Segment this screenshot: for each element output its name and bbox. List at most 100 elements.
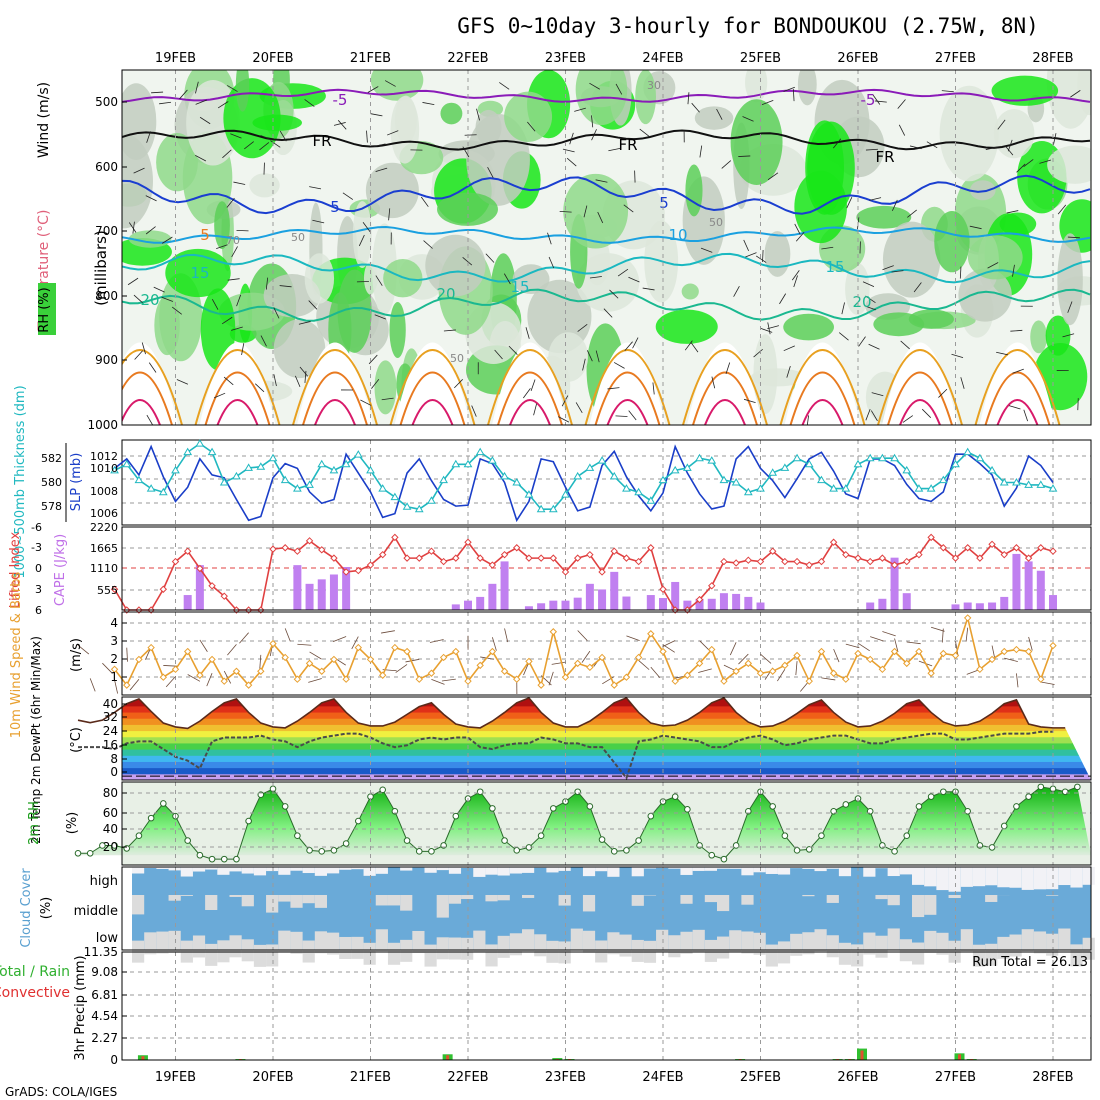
high-cloud-gap xyxy=(607,867,620,877)
wind-barb xyxy=(652,382,655,395)
middle-cloud-gap xyxy=(912,895,925,918)
wind-barb xyxy=(254,383,265,393)
surface-wind-barb xyxy=(523,662,530,676)
wind-speed-point xyxy=(854,649,862,658)
wind-speed-line xyxy=(113,614,1054,688)
surface-wind-barb xyxy=(638,660,650,670)
wind-barb xyxy=(711,376,716,389)
lifted-index-point xyxy=(305,537,314,545)
low-cloud-gap xyxy=(851,944,864,967)
rh-point xyxy=(793,847,801,854)
thickness-point xyxy=(500,471,509,480)
low-cloud-gap xyxy=(741,931,754,954)
low-cloud-gap xyxy=(144,932,157,955)
thickness-point xyxy=(561,490,570,498)
low-cloud-gap xyxy=(826,935,839,958)
thickness-point xyxy=(475,447,485,456)
date-label: 23FEB xyxy=(545,1070,586,1085)
thickness-point xyxy=(658,475,668,484)
contour-label: 30 xyxy=(647,79,661,92)
low-cloud-gap xyxy=(461,937,474,960)
wind-barb xyxy=(132,221,135,234)
rh-point xyxy=(318,848,326,855)
wind-barb xyxy=(527,121,536,132)
wind-speed-point xyxy=(805,677,813,685)
lifted-index-point xyxy=(866,557,874,566)
lifted-index-point xyxy=(220,592,228,600)
wind-barb xyxy=(865,295,876,303)
rh-point xyxy=(355,817,362,825)
wind-barb xyxy=(462,256,473,266)
cape-bar xyxy=(524,606,533,610)
lifted-index-point xyxy=(878,554,887,562)
high-cloud-gap xyxy=(375,867,388,874)
y-tick-label: 500 xyxy=(95,95,118,109)
rh-area xyxy=(783,313,834,341)
y-tick-label: 40 xyxy=(103,822,118,836)
wind-barb xyxy=(684,340,693,351)
thickness-point xyxy=(244,463,253,471)
wind-barb xyxy=(371,378,380,389)
middle-cloud-gap xyxy=(314,895,327,908)
lifted-index-point xyxy=(110,585,119,593)
high-cloud-gap xyxy=(631,867,644,877)
wind-barb xyxy=(985,146,998,150)
rh-point xyxy=(428,848,435,855)
low-cloud-gap xyxy=(1033,931,1047,954)
y-tick-label: 2.27 xyxy=(91,1031,118,1045)
wind-barb xyxy=(559,211,572,213)
temperature-contour xyxy=(487,349,573,425)
surface-wind-barb xyxy=(332,636,347,643)
high-cloud-gap xyxy=(339,867,352,870)
cloud-level-label: middle xyxy=(74,904,118,919)
middle-cloud-gap xyxy=(802,895,815,897)
rh-point xyxy=(550,805,557,812)
cape-bar xyxy=(293,565,302,610)
thickness-point xyxy=(573,471,583,480)
chart-title: GFS 0~10day 3-hourly for BONDOUKOU (2.75… xyxy=(457,14,1039,38)
date-label: 28FEB xyxy=(1032,1070,1073,1085)
thickness-point xyxy=(975,453,985,462)
temperature-contour xyxy=(122,399,161,425)
wind-speed-point xyxy=(488,647,497,656)
thickness-point xyxy=(865,453,875,462)
high-cloud-gap xyxy=(790,867,803,869)
rh-area xyxy=(993,109,1035,159)
cloud-level-label: low xyxy=(96,931,119,946)
thickness-point xyxy=(366,465,375,474)
contour-label: FR xyxy=(312,132,331,150)
thickness-point xyxy=(999,478,1009,486)
surface-wind-barb xyxy=(548,671,554,686)
wind-barb xyxy=(589,82,600,90)
wind-barb xyxy=(213,392,226,399)
wind-barb xyxy=(304,99,315,107)
surface-wind-barb xyxy=(491,637,497,651)
wind-barb xyxy=(146,131,151,143)
thickness-point xyxy=(353,450,363,458)
wind-barb xyxy=(273,307,280,319)
contour-label: 50 xyxy=(291,231,305,244)
wind-barb xyxy=(603,308,613,318)
temperature-band xyxy=(122,773,1091,780)
thickness-point xyxy=(987,465,997,474)
wind-barb xyxy=(615,415,628,417)
rh-area xyxy=(934,210,970,273)
wind-barb xyxy=(211,298,219,310)
wind-barb xyxy=(1006,210,1019,214)
low-cloud-gap xyxy=(436,937,449,960)
low-cloud-gap xyxy=(607,932,620,955)
thickness-point xyxy=(280,475,290,484)
y-tick-label: 3 xyxy=(110,634,118,648)
thickness-point xyxy=(171,465,180,474)
low-cloud-gap xyxy=(497,935,510,958)
wind-barb xyxy=(795,231,805,242)
low-cloud-gap xyxy=(582,930,596,953)
lifted-index-point xyxy=(756,557,765,566)
temperature-band xyxy=(122,730,1091,738)
low-cloud-gap xyxy=(253,944,267,967)
y-tick-label: 0 xyxy=(110,765,118,779)
temperature-band xyxy=(122,718,1091,725)
wind-barb xyxy=(624,341,633,352)
wind-barb xyxy=(454,379,463,389)
